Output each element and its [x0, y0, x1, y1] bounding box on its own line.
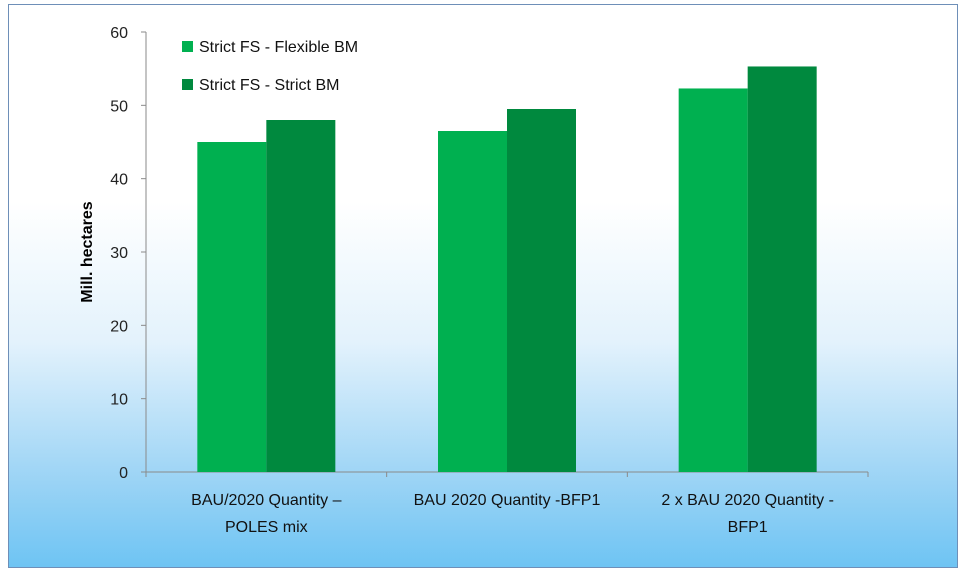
- bar: [266, 120, 336, 472]
- bar: [747, 66, 817, 472]
- x-category-label: 2 x BAU 2020 Quantity -: [661, 492, 834, 509]
- legend-label: Strict FS - Strict BM: [199, 77, 339, 94]
- bar: [197, 142, 267, 472]
- bars: [197, 66, 817, 472]
- legend-label: Strict FS - Flexible BM: [199, 39, 358, 56]
- legend-swatch: [182, 41, 193, 52]
- y-tick-label: 40: [110, 172, 128, 189]
- bar: [438, 131, 507, 472]
- x-category-label: BFP1: [728, 519, 768, 536]
- y-tick-label: 10: [110, 392, 128, 409]
- y-tick-label: 50: [110, 98, 128, 115]
- legend-swatch: [182, 79, 193, 90]
- y-tick-label: 0: [119, 465, 128, 482]
- y-tick-label: 60: [110, 25, 128, 42]
- y-axis: 0 10 20 30 40 50 60: [110, 25, 147, 482]
- bar: [507, 109, 576, 472]
- y-tick-label: 20: [110, 318, 128, 335]
- x-axis: BAU/2020 Quantity – POLES mix BAU 2020 Qua…: [145, 471, 869, 536]
- x-category-label: POLES mix: [225, 519, 308, 536]
- y-tick-label: 30: [110, 245, 128, 262]
- x-category-label: BAU/2020 Quantity –: [191, 492, 341, 509]
- legend: Strict FS - Flexible BM Strict FS - Stric…: [182, 39, 358, 94]
- bar: [678, 88, 748, 472]
- x-category-label: BAU 2020 Quantity -BFP1: [414, 492, 601, 509]
- y-axis-title: Mill. hectares: [79, 201, 96, 302]
